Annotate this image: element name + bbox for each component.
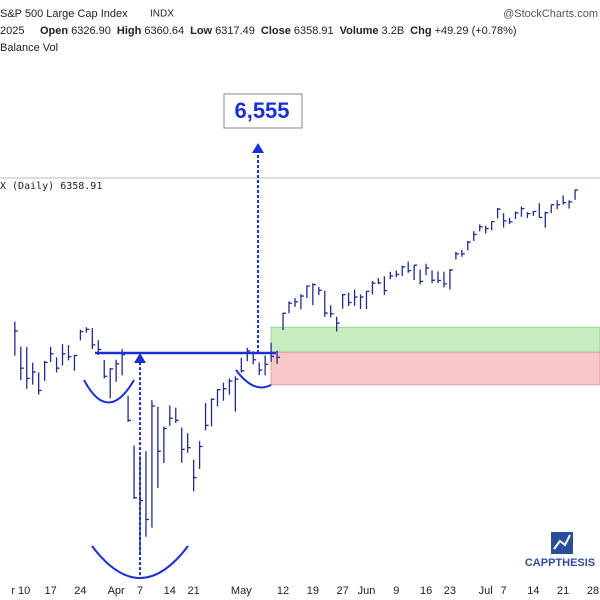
stat-value: 3.2B: [382, 25, 405, 37]
cup-bottom: [91, 545, 189, 579]
header-date: 2025: [0, 25, 24, 37]
stat-key: Close: [261, 25, 291, 37]
header-exchange: INDX: [150, 9, 174, 20]
x-tick-label: 7: [500, 585, 506, 597]
x-tick-label: 14: [527, 585, 539, 597]
pattern-arrow-head: [134, 353, 146, 364]
x-tick-label: 9: [393, 585, 399, 597]
x-tick-label: Jun: [358, 585, 376, 597]
stat-key: Volume: [340, 25, 379, 37]
stat-value: 6360.64: [144, 25, 184, 37]
x-tick-label: 27: [337, 585, 349, 597]
x-tick-label: May: [231, 585, 252, 597]
target-label: 6,555: [234, 98, 289, 123]
x-tick-label: Jul: [479, 585, 493, 597]
x-tick-label: 12: [277, 585, 289, 597]
stat-value: 6358.91: [294, 25, 334, 37]
x-tick-label: 21: [188, 585, 200, 597]
stat-key: Low: [190, 25, 212, 37]
stat-key: Open: [40, 25, 68, 37]
x-tick-label: 14: [164, 585, 176, 597]
target-box: [223, 93, 303, 129]
stat-value: 6326.90: [71, 25, 111, 37]
x-tick-label: 23: [444, 585, 456, 597]
header-stats: Open 6326.90 High 6360.64 Low 6317.49 Close 635…: [40, 25, 517, 37]
legend: X (Daily) 6358.91: [0, 181, 102, 192]
target-arrow-head: [252, 142, 264, 153]
x-tick-label: 19: [307, 585, 319, 597]
header-title: S&P 500 Large Cap Index: [0, 8, 128, 20]
logo: CAPPTHESIS: [525, 557, 595, 569]
logo-icon-line: [553, 534, 571, 550]
support-zone: [270, 326, 600, 353]
stat-key: High: [117, 25, 142, 37]
x-tick-label: Apr: [108, 585, 125, 597]
x-tick-label: 24: [74, 585, 86, 597]
header-source: @StockCharts.com: [503, 8, 598, 20]
x-tick-label: 21: [557, 585, 569, 597]
stat-value: 6317.49: [215, 25, 255, 37]
x-tick-label: 17: [44, 585, 56, 597]
resistance-zone: [270, 351, 600, 386]
x-tick-label: r 10: [11, 585, 30, 597]
stat-value: +49.29 (+0.78%): [435, 25, 517, 37]
cup-left: [83, 379, 135, 404]
x-tick-label: 28: [587, 585, 599, 597]
stat-key: Chg: [410, 25, 431, 37]
x-tick-label: 7: [137, 585, 143, 597]
header-indicator: Balance Vol: [0, 42, 58, 54]
x-tick-label: 16: [420, 585, 432, 597]
